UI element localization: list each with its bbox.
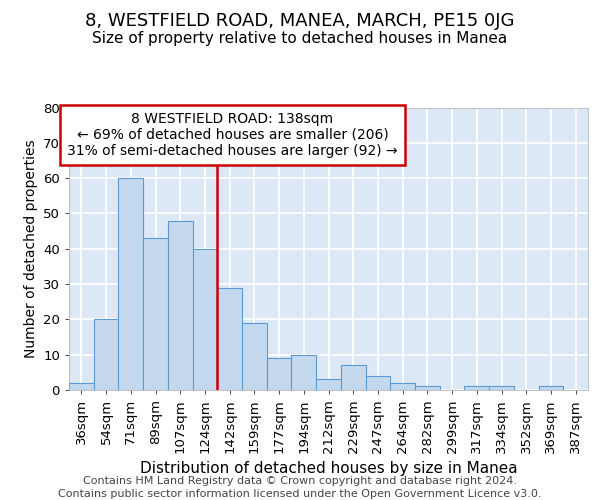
Bar	[168, 220, 193, 390]
Bar	[390, 383, 415, 390]
Text: Contains public sector information licensed under the Open Government Licence v3: Contains public sector information licen…	[58, 489, 542, 499]
Bar	[267, 358, 292, 390]
X-axis label: Distribution of detached houses by size in Manea: Distribution of detached houses by size …	[140, 461, 517, 476]
Bar	[341, 366, 365, 390]
Bar	[365, 376, 390, 390]
Bar	[217, 288, 242, 390]
Bar	[143, 238, 168, 390]
Bar	[489, 386, 514, 390]
Bar	[539, 386, 563, 390]
Bar	[415, 386, 440, 390]
Bar	[94, 320, 118, 390]
Text: Size of property relative to detached houses in Manea: Size of property relative to detached ho…	[92, 31, 508, 46]
Bar	[193, 249, 217, 390]
Text: Contains HM Land Registry data © Crown copyright and database right 2024.: Contains HM Land Registry data © Crown c…	[83, 476, 517, 486]
Bar	[316, 380, 341, 390]
Bar	[69, 383, 94, 390]
Bar	[242, 323, 267, 390]
Bar	[292, 354, 316, 390]
Bar	[464, 386, 489, 390]
Y-axis label: Number of detached properties: Number of detached properties	[23, 140, 38, 358]
Bar	[118, 178, 143, 390]
Text: 8, WESTFIELD ROAD, MANEA, MARCH, PE15 0JG: 8, WESTFIELD ROAD, MANEA, MARCH, PE15 0J…	[85, 12, 515, 30]
Text: 8 WESTFIELD ROAD: 138sqm
← 69% of detached houses are smaller (206)
31% of semi-: 8 WESTFIELD ROAD: 138sqm ← 69% of detach…	[67, 112, 398, 158]
